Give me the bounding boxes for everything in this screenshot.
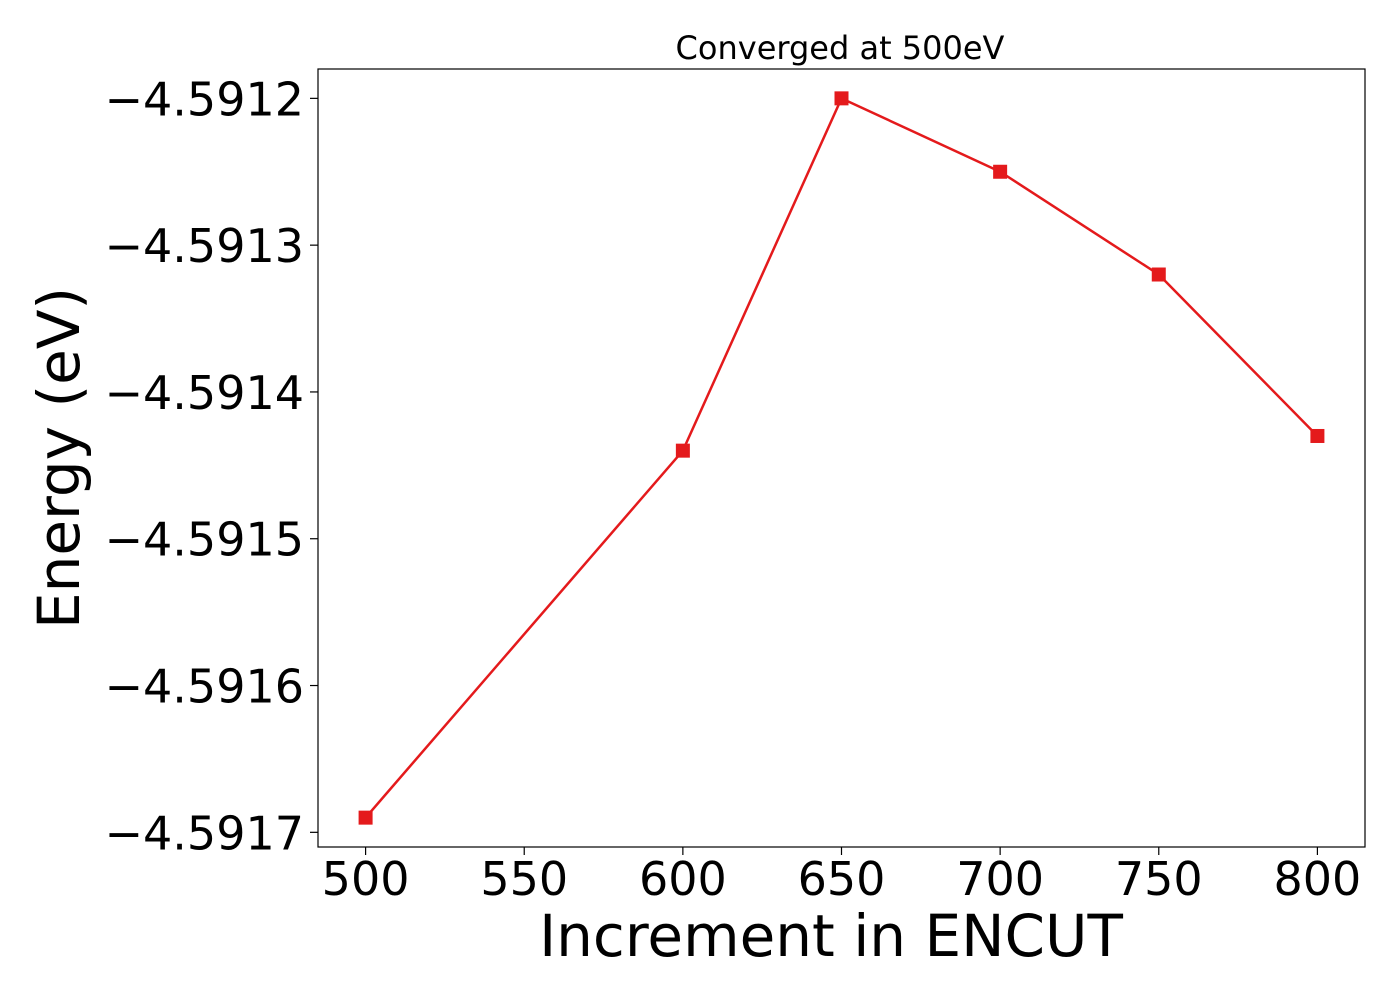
series-layer [358,91,1325,825]
data-point-marker [675,443,690,458]
data-point-marker [834,91,849,106]
data-point-marker [1151,267,1166,282]
y-tick-label: −4.5917 [105,806,305,860]
x-axis: 500 550 600 650 700 750 800 [322,847,1362,906]
x-tick-label: 500 [322,852,410,906]
x-tick-label: 700 [956,852,1044,906]
y-axis-label: Energy (eV) [25,287,93,629]
x-tick-label: 650 [798,852,886,906]
y-tick-label: −4.5912 [105,72,305,126]
y-axis: −4.5917 −4.5916 −4.5915 −4.5914 −4.5913 −4.59… [105,72,318,860]
series-line [364,97,1319,819]
x-axis-label: Increment in ENCUT [539,902,1123,970]
chart-title: Converged at 500eV [676,29,1005,67]
y-tick-label: −4.5915 [105,513,305,567]
y-tick-label: −4.5914 [105,366,305,420]
y-tick-label: −4.5913 [105,219,305,273]
x-tick-label: 550 [480,852,568,906]
x-tick-label: 600 [639,852,727,906]
x-tick-label: 750 [1115,852,1203,906]
y-tick-label: −4.5916 [105,660,305,714]
data-point-marker [993,164,1008,179]
x-tick-label: 800 [1274,852,1362,906]
data-point-marker [358,810,373,825]
data-point-marker [1310,428,1325,443]
